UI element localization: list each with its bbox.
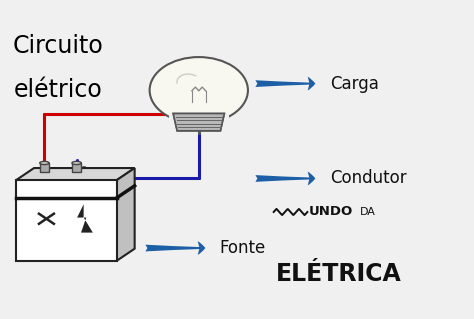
Ellipse shape — [72, 161, 81, 165]
Text: Carga: Carga — [330, 75, 379, 93]
Polygon shape — [77, 204, 93, 233]
Text: ELÉTRICA: ELÉTRICA — [276, 262, 402, 286]
Polygon shape — [169, 114, 229, 130]
Text: DA: DA — [360, 207, 376, 217]
Ellipse shape — [40, 161, 49, 165]
Polygon shape — [117, 168, 135, 261]
Polygon shape — [173, 114, 224, 131]
Text: –: – — [81, 162, 85, 171]
Circle shape — [150, 57, 248, 123]
Polygon shape — [16, 168, 135, 180]
Text: Condutor: Condutor — [330, 169, 407, 188]
FancyBboxPatch shape — [16, 180, 117, 261]
Text: Fonte: Fonte — [220, 239, 266, 257]
Text: elétrico: elétrico — [14, 78, 103, 102]
Polygon shape — [173, 114, 224, 131]
Text: Circuito: Circuito — [13, 34, 104, 58]
FancyBboxPatch shape — [72, 163, 81, 173]
Text: UNDO: UNDO — [309, 205, 354, 219]
FancyBboxPatch shape — [40, 163, 49, 173]
